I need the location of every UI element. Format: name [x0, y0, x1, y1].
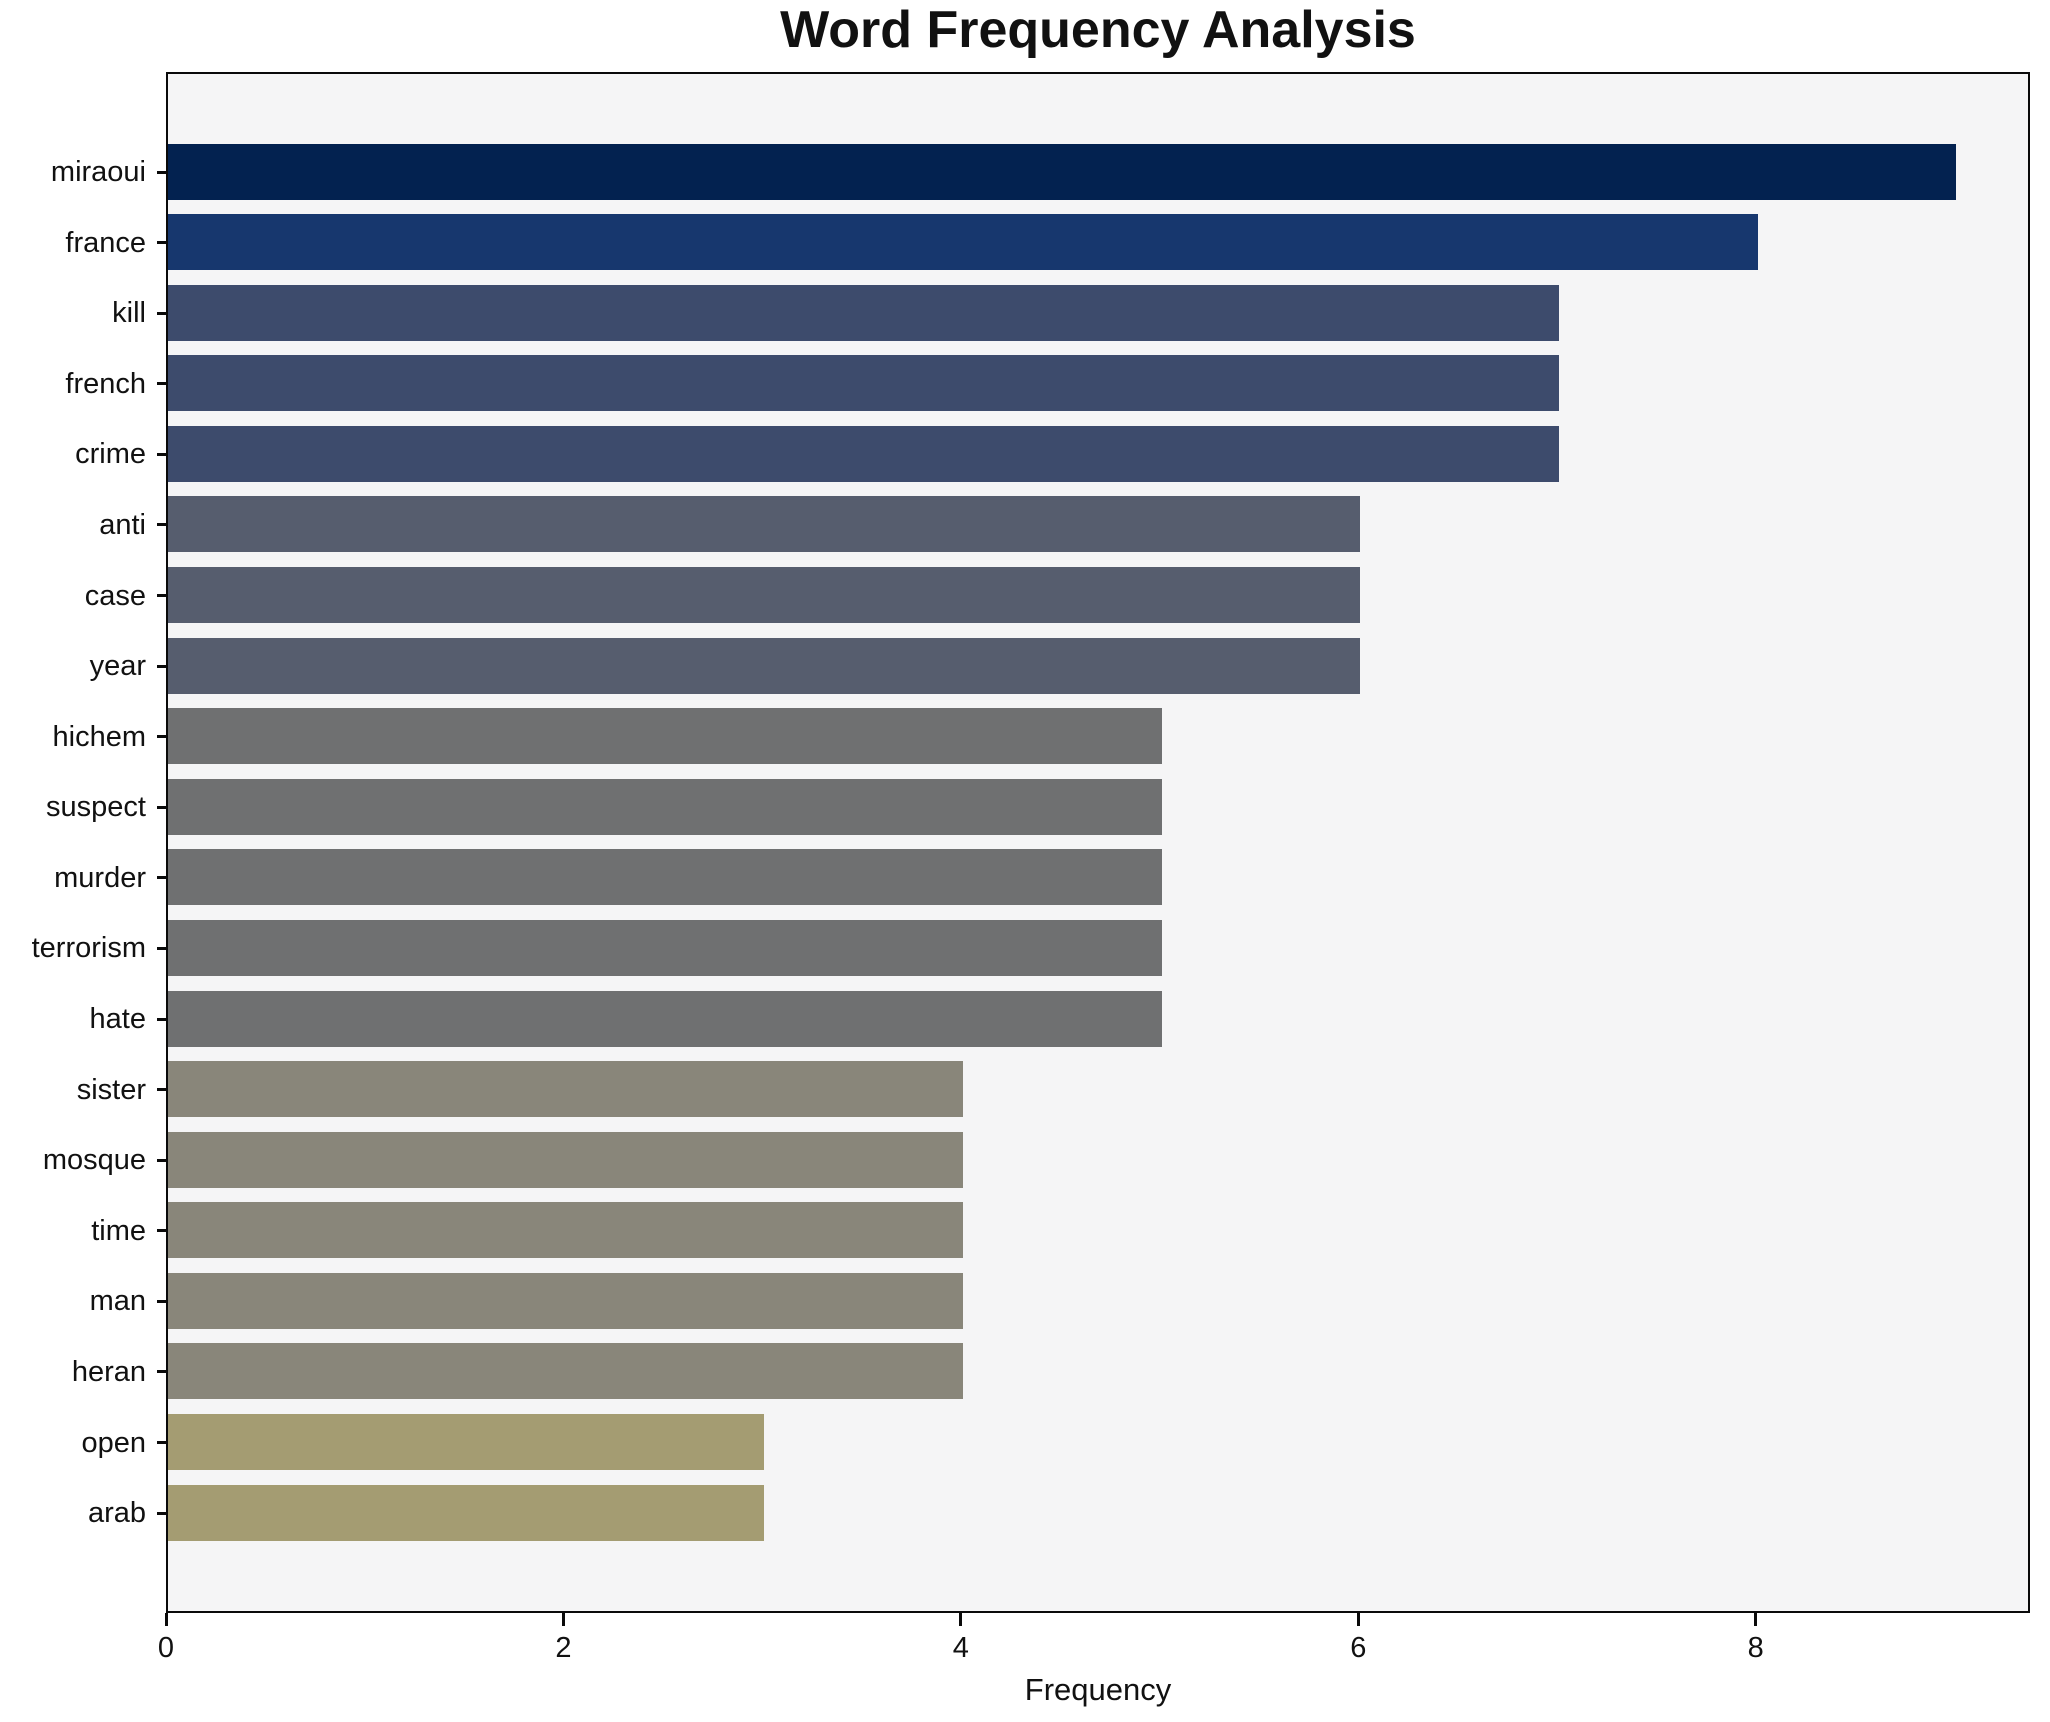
- bar-arab: [168, 1484, 765, 1541]
- chart-title: Word Frequency Analysis: [780, 1, 1416, 59]
- y-tick-mark: [157, 664, 166, 668]
- bar-case: [168, 567, 1361, 624]
- y-tick-mark: [157, 594, 166, 598]
- bar-year: [168, 637, 1361, 694]
- x-tick-mark: [1356, 1613, 1360, 1626]
- bar-crime: [168, 425, 1560, 482]
- y-tick-label: kill: [112, 297, 146, 330]
- y-tick-label: suspect: [46, 791, 146, 824]
- x-tick-label: 4: [952, 1632, 969, 1664]
- x-tick-label: 2: [555, 1632, 572, 1664]
- y-tick-mark: [157, 170, 166, 174]
- y-tick-mark: [157, 311, 166, 315]
- bar-time: [168, 1202, 963, 1259]
- y-tick-label: sister: [76, 1073, 146, 1106]
- bar-anti: [168, 496, 1361, 553]
- y-tick-label: heran: [71, 1355, 146, 1388]
- y-tick-label: france: [65, 226, 146, 259]
- y-tick-mark: [157, 1229, 166, 1233]
- y-tick-mark: [157, 1158, 166, 1162]
- y-tick-label: mosque: [42, 1144, 146, 1177]
- y-tick-mark: [157, 946, 166, 950]
- y-tick-label: terrorism: [31, 932, 146, 965]
- x-tick-mark: [1754, 1613, 1758, 1626]
- bar-hichem: [168, 708, 1162, 765]
- y-tick-mark: [157, 876, 166, 880]
- y-tick-label: arab: [87, 1497, 146, 1530]
- x-tick-label: 0: [157, 1632, 175, 1664]
- y-tick-label: murder: [54, 861, 146, 894]
- y-tick-mark: [157, 735, 166, 739]
- y-tick-mark: [157, 1441, 166, 1445]
- y-tick-label: hichem: [52, 720, 147, 753]
- x-tick-label: 6: [1350, 1632, 1367, 1664]
- y-tick-label: crime: [75, 438, 146, 471]
- x-tick-mark: [959, 1613, 963, 1626]
- bar-hate: [168, 990, 1162, 1047]
- y-tick-mark: [157, 1370, 166, 1374]
- y-tick-mark: [157, 1088, 166, 1092]
- y-tick-label: man: [89, 1285, 146, 1318]
- bar-sister: [168, 1061, 963, 1118]
- bar-miraoui: [168, 143, 1957, 200]
- bar-heran: [168, 1343, 963, 1400]
- bar-murder: [168, 849, 1162, 906]
- y-tick-label: open: [81, 1426, 146, 1459]
- y-tick-label: french: [65, 367, 146, 400]
- y-tick-mark: [157, 382, 166, 386]
- bar-terrorism: [168, 919, 1162, 976]
- y-tick-mark: [157, 452, 166, 456]
- x-tick-mark: [561, 1613, 565, 1626]
- x-tick-label: 8: [1747, 1632, 1764, 1664]
- y-tick-mark: [157, 1511, 166, 1515]
- bar-french: [168, 355, 1560, 412]
- y-tick-mark: [157, 1017, 166, 1021]
- bar-man: [168, 1272, 963, 1329]
- bar-open: [168, 1414, 765, 1471]
- y-tick-label: time: [91, 1214, 146, 1247]
- y-tick-mark: [157, 805, 166, 809]
- bar-france: [168, 214, 1758, 271]
- y-tick-mark: [157, 1299, 166, 1303]
- y-tick-label: hate: [89, 1003, 146, 1036]
- bar-kill: [168, 284, 1560, 341]
- y-tick-label: miraoui: [50, 156, 146, 188]
- y-tick-mark: [157, 523, 166, 527]
- y-tick-label: case: [84, 579, 146, 612]
- y-tick-mark: [157, 241, 166, 245]
- y-tick-label: year: [89, 650, 146, 683]
- x-tick-mark: [164, 1613, 168, 1626]
- plot-area: [166, 72, 2030, 1613]
- y-tick-label: anti: [99, 508, 146, 541]
- bar-suspect: [168, 778, 1162, 835]
- x-axis-label: Frequency: [1024, 1672, 1172, 1707]
- bar-mosque: [168, 1131, 963, 1188]
